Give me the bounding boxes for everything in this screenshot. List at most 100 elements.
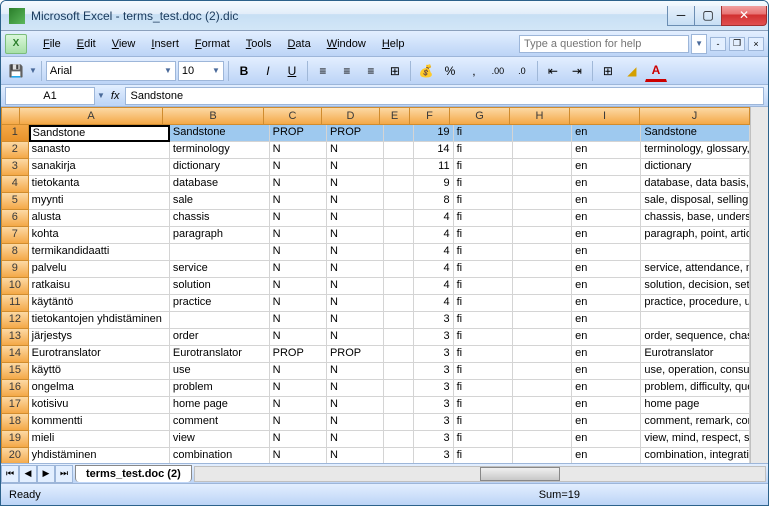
cell[interactable]: en: [572, 346, 641, 363]
cell[interactable]: en: [572, 193, 641, 210]
cell[interactable]: fi: [454, 414, 513, 431]
cell[interactable]: 3: [414, 397, 454, 414]
cell[interactable]: en: [572, 125, 641, 142]
column-header-G[interactable]: G: [450, 107, 510, 125]
cell[interactable]: paragraph, point, article, item: [641, 227, 750, 244]
cell[interactable]: ratkaisu: [29, 278, 170, 295]
cell[interactable]: 3: [414, 414, 454, 431]
minimize-button[interactable]: ─: [667, 6, 695, 26]
menu-tools[interactable]: Tools: [238, 35, 280, 53]
row-header[interactable]: 20: [1, 448, 29, 463]
cell[interactable]: N: [270, 363, 327, 380]
cell[interactable]: fi: [454, 363, 513, 380]
cell[interactable]: 11: [414, 159, 454, 176]
row-header[interactable]: 9: [1, 261, 29, 278]
cell[interactable]: sanakirja: [29, 159, 170, 176]
row-header[interactable]: 1: [1, 125, 29, 142]
cell[interactable]: fi: [454, 261, 513, 278]
cell[interactable]: N: [327, 431, 384, 448]
select-all-corner[interactable]: [1, 107, 20, 125]
cell[interactable]: en: [572, 244, 641, 261]
cell[interactable]: N: [327, 278, 384, 295]
cell[interactable]: fi: [454, 125, 513, 142]
cell[interactable]: service: [170, 261, 270, 278]
cell[interactable]: fi: [454, 193, 513, 210]
cell[interactable]: view, mind, respect, sense: [641, 431, 750, 448]
cell[interactable]: 4: [414, 227, 454, 244]
cell[interactable]: fi: [454, 142, 513, 159]
cell[interactable]: PROP: [327, 346, 384, 363]
cell[interactable]: tietokanta: [29, 176, 170, 193]
cell[interactable]: order: [170, 329, 270, 346]
row-header[interactable]: 5: [1, 193, 29, 210]
cell[interactable]: N: [327, 363, 384, 380]
column-header-C[interactable]: C: [264, 107, 322, 125]
tab-nav-prev-button[interactable]: ◀: [19, 465, 37, 483]
menu-help[interactable]: Help: [374, 35, 413, 53]
cell[interactable]: N: [327, 193, 384, 210]
cell[interactable]: en: [572, 397, 641, 414]
cell[interactable]: N: [327, 295, 384, 312]
cell[interactable]: [641, 312, 750, 329]
cell[interactable]: mieli: [29, 431, 170, 448]
menu-format[interactable]: Format: [187, 35, 238, 53]
cell[interactable]: fi: [454, 448, 513, 463]
cell[interactable]: N: [270, 448, 327, 463]
percent-button[interactable]: %: [439, 60, 461, 82]
row-header[interactable]: 14: [1, 346, 29, 363]
cell[interactable]: Eurotranslator: [170, 346, 270, 363]
cell[interactable]: en: [572, 261, 641, 278]
comma-button[interactable]: ,: [463, 60, 485, 82]
column-header-B[interactable]: B: [163, 107, 264, 125]
cell[interactable]: dictionary: [641, 159, 750, 176]
cell[interactable]: comment, remark, commentary: [641, 414, 750, 431]
cell[interactable]: fi: [454, 312, 513, 329]
cell[interactable]: 4: [414, 244, 454, 261]
cell[interactable]: N: [270, 193, 327, 210]
cell[interactable]: [513, 448, 572, 463]
cell[interactable]: 9: [414, 176, 454, 193]
cell[interactable]: [513, 244, 572, 261]
menu-window[interactable]: Window: [319, 35, 374, 53]
help-search-input[interactable]: [519, 35, 689, 53]
cell[interactable]: N: [270, 431, 327, 448]
cell[interactable]: order, sequence, chastisement: [641, 329, 750, 346]
cell[interactable]: 4: [414, 295, 454, 312]
cell[interactable]: fi: [454, 210, 513, 227]
cell[interactable]: [513, 431, 572, 448]
cell[interactable]: database: [170, 176, 270, 193]
cell[interactable]: 4: [414, 278, 454, 295]
cell[interactable]: en: [572, 142, 641, 159]
cell[interactable]: N: [270, 261, 327, 278]
cell[interactable]: 19: [414, 125, 454, 142]
cell[interactable]: practice: [170, 295, 270, 312]
font-name-combo[interactable]: Arial▼: [46, 61, 176, 81]
cell[interactable]: 3: [414, 380, 454, 397]
row-header[interactable]: 3: [1, 159, 29, 176]
cell[interactable]: 4: [414, 261, 454, 278]
cell[interactable]: fi: [454, 176, 513, 193]
cell[interactable]: use, operation, consumption: [641, 363, 750, 380]
cell[interactable]: [384, 227, 414, 244]
column-header-I[interactable]: I: [570, 107, 640, 125]
cell[interactable]: kohta: [29, 227, 170, 244]
cell[interactable]: N: [327, 261, 384, 278]
cell[interactable]: [384, 448, 414, 463]
tab-nav-last-button[interactable]: ⏭: [55, 465, 73, 483]
align-right-button[interactable]: ≡: [360, 60, 382, 82]
cell[interactable]: problem: [170, 380, 270, 397]
bold-button[interactable]: B: [233, 60, 255, 82]
cell[interactable]: use: [170, 363, 270, 380]
save-button[interactable]: 💾: [5, 60, 27, 82]
cell[interactable]: kotisivu: [29, 397, 170, 414]
titlebar[interactable]: Microsoft Excel - terms_test.doc (2).dic…: [1, 1, 768, 31]
cell[interactable]: [384, 193, 414, 210]
cell[interactable]: practice, procedure, use,: [641, 295, 750, 312]
row-header[interactable]: 7: [1, 227, 29, 244]
cell[interactable]: [513, 176, 572, 193]
decrease-indent-button[interactable]: ⇤: [542, 60, 564, 82]
cell[interactable]: kommentti: [29, 414, 170, 431]
row-header[interactable]: 10: [1, 278, 29, 295]
row-header[interactable]: 18: [1, 414, 29, 431]
menu-data[interactable]: Data: [279, 35, 318, 53]
